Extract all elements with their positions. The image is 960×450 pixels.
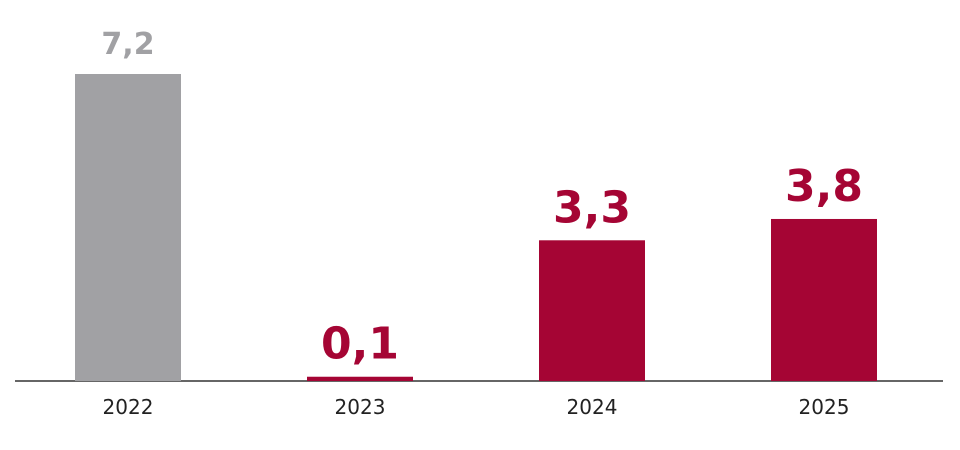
x-tick-label: 2022	[103, 395, 154, 419]
value-label: 7,2	[101, 27, 154, 62]
bar	[75, 74, 181, 381]
value-label: 0,1	[321, 319, 399, 370]
bar	[539, 240, 645, 381]
bar	[771, 218, 877, 381]
x-tick-label: 2023	[335, 395, 386, 419]
x-tick-label: 2024	[567, 395, 618, 419]
value-label: 3,8	[785, 161, 863, 212]
x-tick-label: 2025	[799, 395, 850, 419]
value-label: 3,3	[553, 182, 631, 233]
bar	[307, 376, 413, 381]
